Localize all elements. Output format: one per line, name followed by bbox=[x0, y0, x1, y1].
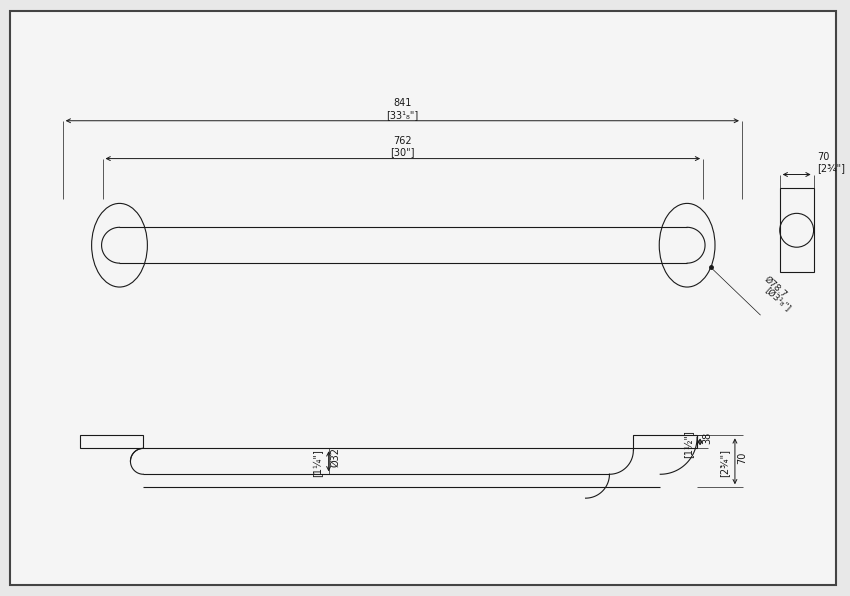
Text: [33¹₈"]: [33¹₈"] bbox=[386, 110, 418, 120]
Text: 841: 841 bbox=[394, 98, 411, 108]
Text: [30"]: [30"] bbox=[390, 148, 415, 157]
Text: [2¾"]: [2¾"] bbox=[818, 163, 846, 173]
Text: [2¾"]: [2¾"] bbox=[719, 449, 729, 477]
Bar bbox=[80, 436, 144, 448]
Bar bbox=[633, 436, 697, 448]
Bar bbox=[779, 188, 813, 272]
Text: 70: 70 bbox=[737, 451, 747, 464]
Text: [Ø3¹₈"]: [Ø3¹₈"] bbox=[762, 285, 791, 313]
Text: [1½"]: [1½"] bbox=[684, 430, 694, 458]
Text: 38: 38 bbox=[702, 432, 712, 444]
Text: Ø78.7: Ø78.7 bbox=[762, 274, 789, 299]
Text: 70: 70 bbox=[818, 151, 830, 162]
Text: 762: 762 bbox=[394, 136, 412, 145]
Text: [1¼"]: [1¼"] bbox=[313, 449, 323, 477]
Text: Ø32: Ø32 bbox=[331, 448, 341, 467]
